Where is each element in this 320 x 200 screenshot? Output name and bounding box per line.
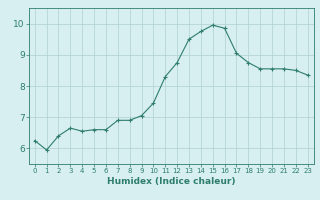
X-axis label: Humidex (Indice chaleur): Humidex (Indice chaleur) [107,177,236,186]
